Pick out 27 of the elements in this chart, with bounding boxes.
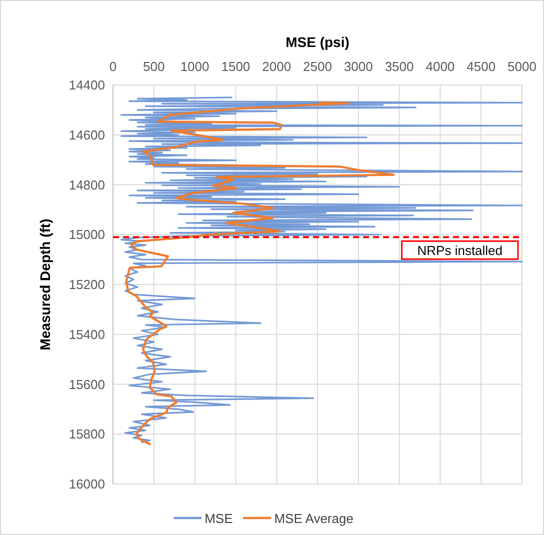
y-tick-label: 16000	[68, 476, 105, 492]
x-tick-label: 500	[143, 59, 165, 74]
line-series	[120, 96, 523, 444]
line-series	[125, 101, 395, 446]
x-tick-label: 0	[109, 59, 117, 74]
y-tick-label: 15200	[68, 277, 105, 292]
x-tick-label: 4000	[426, 59, 455, 74]
x-tick-label: 5000	[508, 59, 536, 74]
y-tick-label: 14800	[68, 177, 105, 192]
x-tick-label: 3500	[384, 59, 414, 74]
ref-line-label: NRPs installed	[417, 243, 503, 258]
x-tick-label: 4500	[466, 59, 496, 74]
legend-label: MSE Average	[274, 511, 354, 526]
y-tick-label: 14600	[68, 127, 105, 142]
x-tick-label: 1500	[221, 59, 250, 74]
y-tick-label: 15000	[68, 227, 105, 242]
legend-label: MSE	[204, 511, 234, 526]
y-tick-label: 15600	[68, 376, 105, 392]
x-tick-label: 2000	[262, 59, 292, 74]
y-tick-label: 15800	[68, 426, 105, 442]
x-tick-label: 1000	[180, 59, 210, 74]
y-axis-title: Measured Depth (ft)	[37, 218, 53, 350]
x-tick-label: 3000	[344, 59, 373, 74]
y-tick-label: 15400	[68, 326, 105, 342]
x-tick-label: 2500	[303, 59, 332, 74]
x-axis-title: MSE (psi)	[286, 34, 350, 50]
y-tick-label: 14400	[68, 78, 105, 92]
